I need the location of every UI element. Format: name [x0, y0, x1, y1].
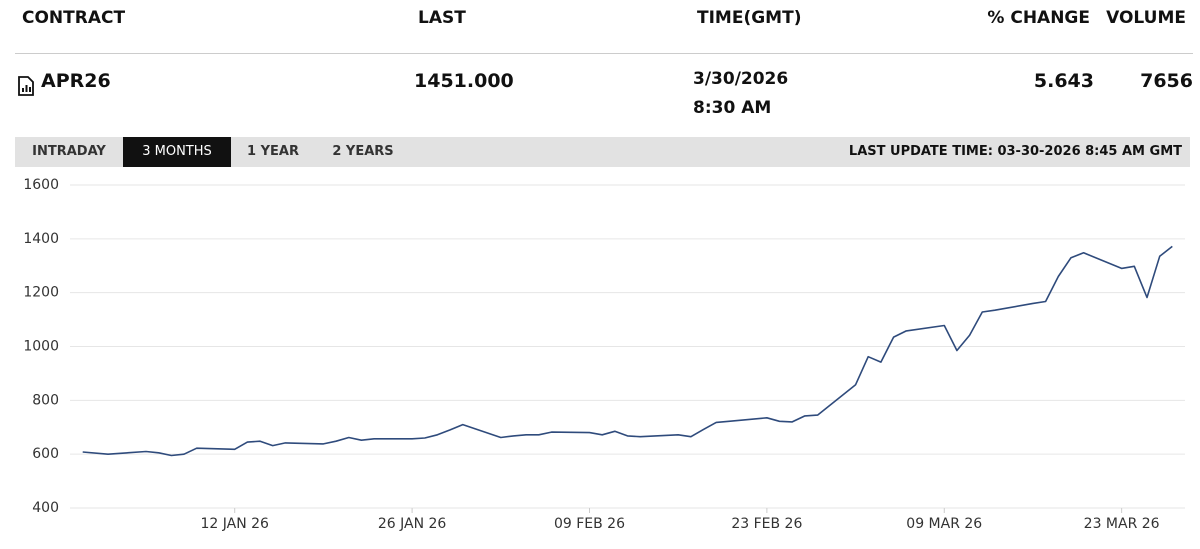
x-tick-label: 09 MAR 26 [906, 516, 982, 532]
y-tick-label: 1200 [23, 285, 59, 301]
volume: 7656 [1140, 70, 1193, 92]
tab[interactable]: 2 YEARS [332, 144, 394, 159]
percent-change: 5.643 [1033, 70, 1094, 92]
column-header: LAST [418, 8, 466, 28]
column-header: CONTRACT [22, 8, 126, 28]
y-tick-label: 1400 [23, 231, 59, 247]
y-tick-label: 1000 [23, 339, 59, 355]
x-tick-label: 09 FEB 26 [554, 516, 625, 532]
y-tick-label: 400 [32, 500, 59, 516]
column-header: TIME(GMT) [697, 8, 802, 28]
y-tick-label: 600 [32, 446, 59, 462]
contract-icon[interactable] [17, 76, 35, 96]
y-tick-label: 800 [32, 392, 59, 408]
tab-bar: LAST UPDATE TIME: 03-30-2026 8:45 AM GMT… [15, 137, 1190, 167]
time: 8:30 AM [693, 98, 772, 118]
tab[interactable]: INTRADAY [32, 144, 106, 159]
tab[interactable]: 3 MONTHS [123, 137, 231, 167]
last-update: LAST UPDATE TIME: 03-30-2026 8:45 AM GMT [848, 144, 1182, 159]
column-header: VOLUME [1106, 8, 1186, 28]
y-tick-label: 1600 [23, 177, 59, 193]
tab[interactable]: 1 YEAR [247, 144, 299, 159]
contract[interactable]: APR26 [41, 70, 111, 92]
x-tick-label: 23 MAR 26 [1084, 516, 1160, 532]
price-line [82, 245, 1173, 457]
column-header: % CHANGE [987, 8, 1090, 28]
date: 3/30/2026 [693, 69, 789, 89]
separator [15, 53, 1193, 54]
x-tick-label: 26 JAN 26 [378, 516, 447, 532]
last-price: 1451.000 [414, 70, 514, 92]
x-tick-label: 23 FEB 26 [731, 516, 802, 532]
x-tick-label: 12 JAN 26 [200, 516, 269, 532]
chart: 400 600 800 1000 1200 1400 1600 12 JAN 26 26 JAN… [23, 177, 1185, 532]
